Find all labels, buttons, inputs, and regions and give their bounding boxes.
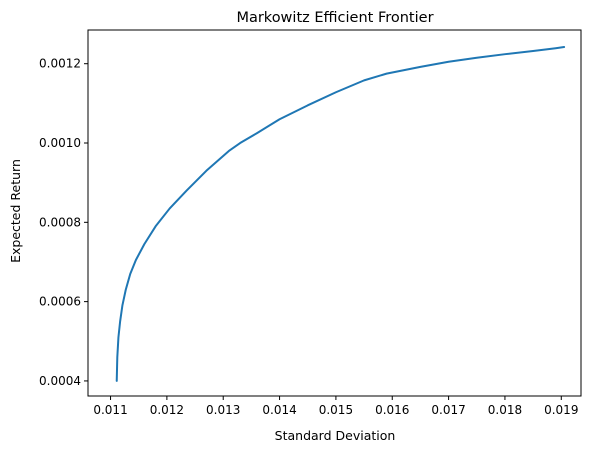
y-axis-label: Expected Return <box>8 159 23 263</box>
x-tick-label: 0.019 <box>544 403 578 417</box>
x-tick-label: 0.015 <box>319 403 353 417</box>
frontier-line <box>115 46 566 382</box>
series-layer <box>115 46 566 382</box>
x-axis-label: Standard Deviation <box>275 428 396 443</box>
x-axis-ticks: 0.011 0.012 0.013 0.014 0.015 0.016 0.017 0.018… <box>93 396 578 417</box>
y-tick-label: 0.0012 <box>39 57 81 71</box>
x-tick-label: 0.014 <box>262 403 296 417</box>
x-tick-label: 0.012 <box>150 403 184 417</box>
y-tick-label: 0.0010 <box>39 136 81 150</box>
x-tick-label: 0.017 <box>431 403 465 417</box>
chart-title: Markowitz Efficient Frontier <box>236 10 433 26</box>
y-tick-label: 0.0006 <box>39 295 81 309</box>
plot-frame <box>87 29 582 397</box>
y-tick-label: 0.0008 <box>39 215 81 229</box>
x-tick-label: 0.018 <box>488 403 522 417</box>
x-tick-label: 0.016 <box>375 403 409 417</box>
x-tick-label: 0.011 <box>93 403 127 417</box>
y-tick-label: 0.0004 <box>39 374 81 388</box>
y-axis-ticks: 0.0004 0.0006 0.0008 0.0010 0.0012 <box>39 57 88 388</box>
plot-area: 0.011 0.012 0.013 0.014 0.015 0.016 0.017 0.018… <box>39 29 582 417</box>
x-tick-label: 0.013 <box>206 403 240 417</box>
